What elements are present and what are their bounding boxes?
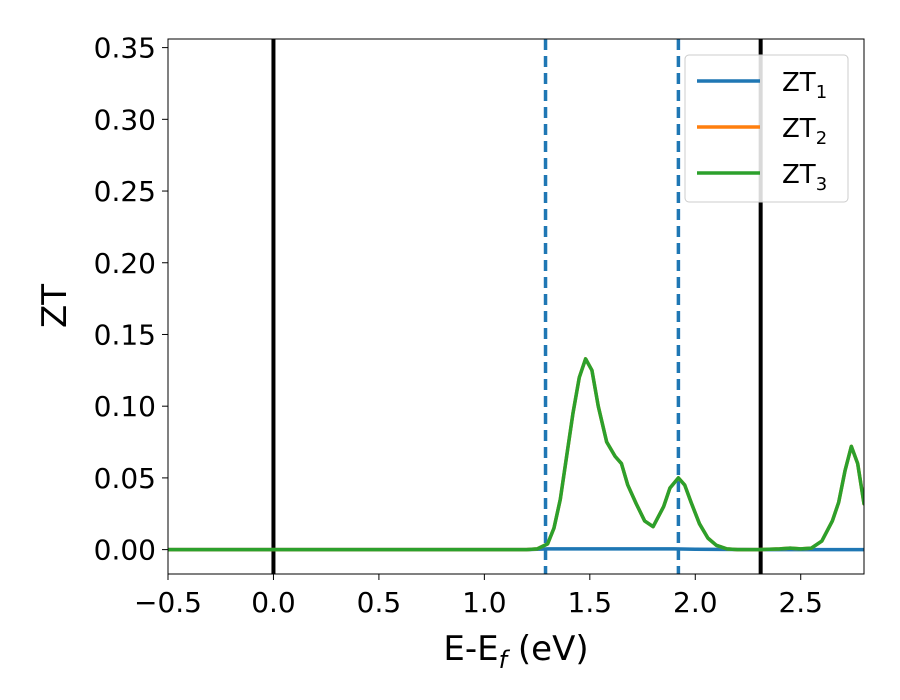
series-line-zt3 xyxy=(168,357,864,552)
x-axis-label: E-Ef (eV) xyxy=(443,629,588,674)
y-tick-label: 0.35 xyxy=(94,32,156,65)
legend-box xyxy=(684,54,849,203)
legend-label-zt3: ZT3 xyxy=(782,160,827,195)
x-tick-label: −0.5 xyxy=(134,586,202,619)
x-tick-label: 0.5 xyxy=(357,586,402,619)
y-tick-label: 0.05 xyxy=(94,462,156,495)
legend: ZT1 ZT2 ZT3 xyxy=(684,54,849,203)
y-tick-label: 0.25 xyxy=(94,175,156,208)
x-tick-label: 2.5 xyxy=(778,586,823,619)
plot-frame xyxy=(167,38,865,575)
legend-label-zt2: ZT2 xyxy=(782,114,827,149)
y-tick-label: 0.15 xyxy=(94,318,156,351)
x-axis-label-main: E-E xyxy=(443,629,498,669)
y-tick-label: 0.10 xyxy=(94,390,156,423)
x-tick-label: 1.0 xyxy=(462,586,507,619)
x-tick-label: 2.0 xyxy=(673,586,718,619)
legend-label-zt1: ZT1 xyxy=(782,68,827,103)
x-tick-label: 1.5 xyxy=(568,586,613,619)
y-tick-label: 0.30 xyxy=(94,103,156,136)
x-tick-label: 0.0 xyxy=(251,586,296,619)
x-axis-label-unit: (eV) xyxy=(507,629,589,669)
y-axis-label: ZT xyxy=(35,284,75,328)
y-tick-label: 0.00 xyxy=(94,534,156,567)
y-tick-label: 0.20 xyxy=(94,247,156,280)
